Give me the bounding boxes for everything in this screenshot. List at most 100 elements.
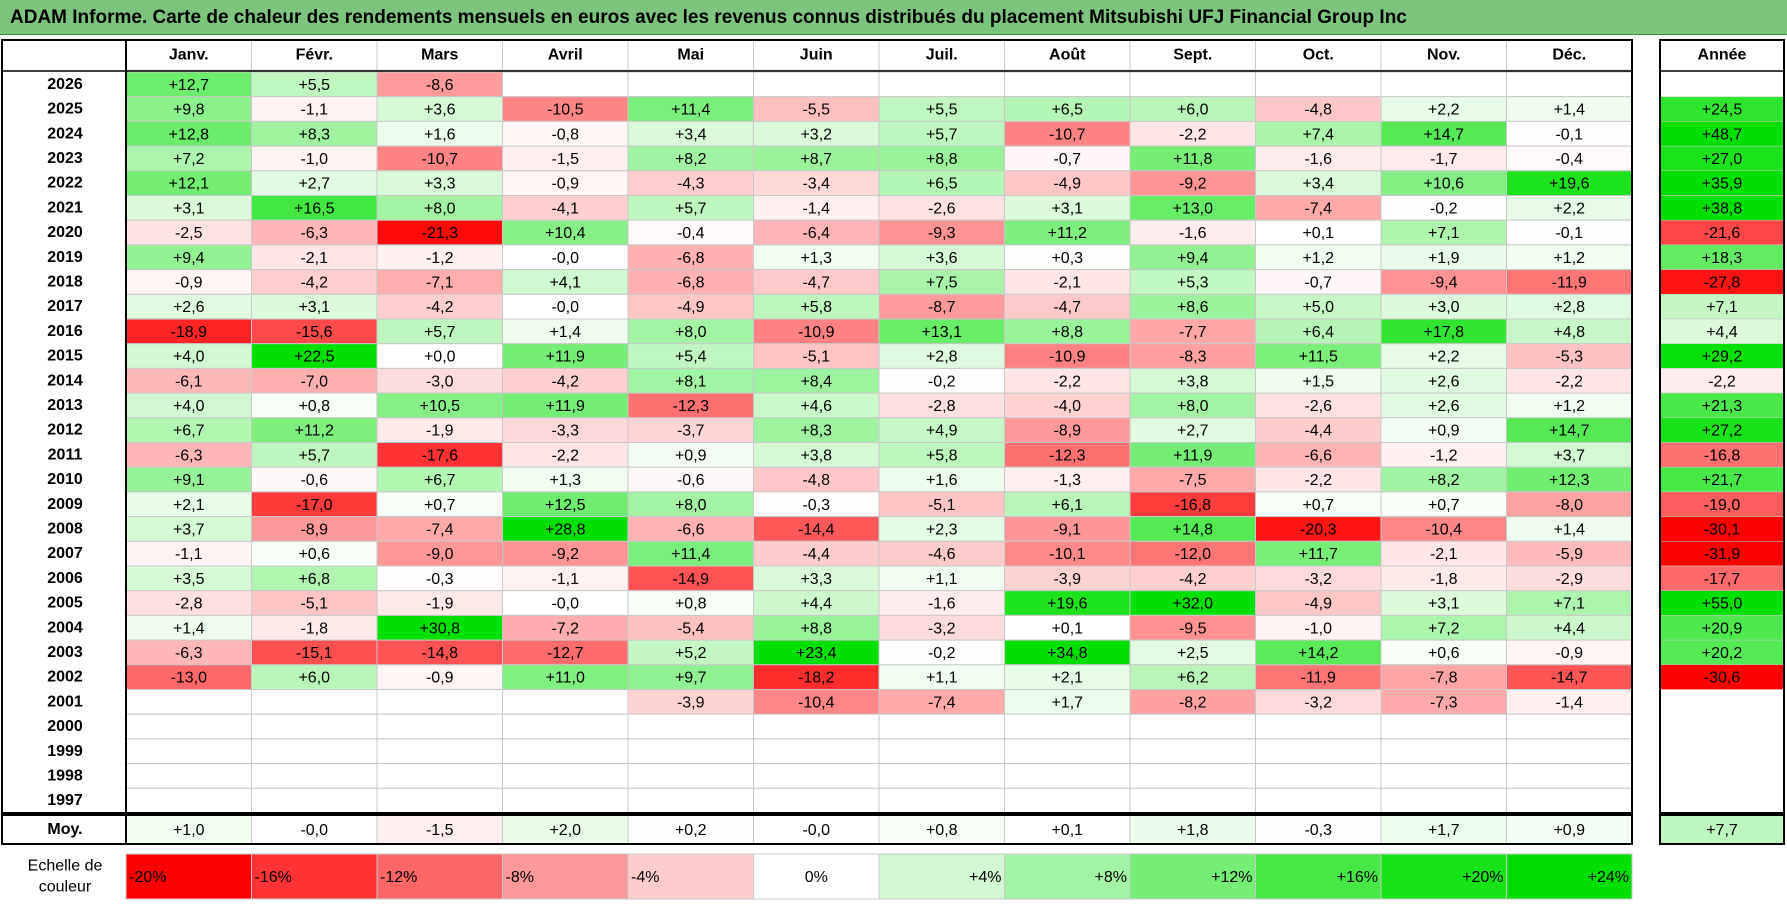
annual-cell-value: +21,3 — [1702, 398, 1743, 415]
annual-cell-value: +38,8 — [1702, 200, 1743, 217]
heatmap-cell-value: -2,2 — [1555, 373, 1583, 390]
heatmap-cell-value: -9,5 — [1179, 620, 1207, 637]
heatmap-cell — [376, 787, 503, 814]
heatmap-cell — [878, 540, 1005, 567]
heatmap-cell — [1506, 565, 1633, 592]
heatmap-cell-value: +4,0 — [173, 398, 205, 415]
year-label: 2005 — [47, 595, 83, 612]
heatmap-cell-value: +3,1 — [298, 299, 330, 316]
heatmap-cell — [1506, 590, 1633, 616]
heatmap-cell — [627, 590, 754, 616]
scale-step-label: +16% — [1337, 869, 1378, 886]
heatmap-cell-value: -3,0 — [426, 373, 454, 390]
heatmap-cell-value: -2,2 — [1179, 126, 1207, 143]
heatmap-cell-value: -14,4 — [798, 521, 835, 538]
heatmap-cell — [753, 244, 880, 271]
scale-step-label: -8% — [506, 869, 534, 886]
heatmap-cell — [1129, 417, 1256, 443]
heatmap-cell-value: -5,5 — [802, 102, 830, 119]
heatmap-cell-value: +2,6 — [1428, 373, 1460, 390]
heatmap-cell-value: +1,1 — [926, 571, 958, 588]
heatmap-cell-value: +0,1 — [1051, 620, 1083, 637]
heatmap-cell — [753, 195, 880, 221]
year-label: 2003 — [47, 644, 83, 661]
heatmap-cell — [1255, 392, 1382, 419]
year-label: 2009 — [47, 496, 83, 513]
heatmap-cell-value: +1,2 — [1553, 398, 1585, 415]
heatmap-cell — [753, 664, 880, 690]
heatmap-cell — [251, 516, 378, 542]
heatmap-cell — [1255, 713, 1382, 740]
heatmap-cell — [251, 738, 378, 765]
heatmap-cell — [1506, 417, 1633, 443]
heatmap-cell-value: -0,0 — [551, 596, 579, 613]
heatmap-cell — [502, 71, 629, 98]
heatmap-cell — [251, 565, 378, 592]
year-label: 1997 — [47, 792, 83, 809]
heatmap-cell-value: +3,0 — [1428, 299, 1460, 316]
heatmap-cell — [1004, 763, 1131, 789]
heatmap-cell-value: -0,9 — [551, 176, 579, 193]
heatmap-cell — [251, 244, 378, 271]
heatmap-cell — [627, 71, 754, 98]
heatmap-cell-value: -8,7 — [928, 299, 956, 316]
heatmap-cell — [1004, 590, 1131, 616]
heatmap-cell-value: -4,0 — [1053, 398, 1081, 415]
heatmap-cell-value: -1,1 — [551, 571, 579, 588]
heatmap-cell-value: +3,4 — [1302, 176, 1334, 193]
heatmap-cell — [502, 540, 629, 567]
scale-step-label: -16% — [255, 869, 292, 886]
heatmap-cell — [878, 269, 1005, 295]
heatmap-cell-value: -10,4 — [1426, 521, 1463, 538]
heatmap-cell — [627, 540, 754, 567]
heatmap-cell — [376, 689, 503, 715]
heatmap-cell — [627, 442, 754, 468]
heatmap-cell — [251, 293, 378, 320]
heatmap-cell-value: -7,4 — [928, 694, 956, 711]
heatmap-cell-value: +8,0 — [1177, 398, 1209, 415]
heatmap-cell-value: +11,2 — [295, 423, 334, 440]
heatmap-cell-value: +13,0 — [1173, 200, 1214, 217]
heatmap-cell-value: -15,1 — [296, 645, 333, 662]
heatmap-cell-value: +9,8 — [173, 102, 205, 119]
heatmap-cell-value: +32,0 — [1173, 596, 1214, 613]
heatmap-cell-value: -6,3 — [175, 447, 203, 464]
heatmap-cell-value: +5,5 — [298, 77, 330, 94]
heatmap-cell — [627, 343, 754, 369]
heatmap-cell-value: -9,1 — [1053, 521, 1081, 538]
heatmap-cell — [125, 269, 252, 295]
heatmap-cell-value: -4,8 — [802, 472, 830, 489]
heatmap-cell-value: -7,4 — [1304, 200, 1332, 217]
year-label: 2016 — [47, 323, 83, 340]
scale-label-line2: couleur — [39, 879, 92, 896]
annual-header-label: Année — [1698, 47, 1747, 64]
annual-frame — [1659, 39, 1785, 814]
heatmap-cell — [502, 195, 629, 221]
heatmap-cell — [1380, 293, 1507, 320]
year-label: 2002 — [47, 669, 83, 686]
annual-cell-value: -21,6 — [1704, 225, 1741, 242]
heatmap-cell — [1380, 738, 1507, 765]
heatmap-cell-value: -1,9 — [426, 423, 454, 440]
heatmap-cell — [878, 71, 1005, 98]
heatmap-cell — [1380, 590, 1507, 616]
heatmap-cell — [753, 787, 880, 814]
heatmap-cell-value: +6,7 — [173, 423, 205, 440]
heatmap-cell-value: +3,3 — [424, 176, 456, 193]
heatmap-cell — [502, 417, 629, 443]
table-frame — [1, 39, 1633, 814]
heatmap-cell — [878, 367, 1005, 394]
heatmap-cell-value: +12,1 — [169, 176, 210, 193]
heatmap-cell — [753, 269, 880, 295]
heatmap-cell — [753, 367, 880, 394]
heatmap-cell-value: -1,5 — [551, 151, 579, 168]
heatmap-cell — [502, 787, 629, 814]
heatmap-cell — [1004, 540, 1131, 567]
heatmap-cell-value: +3,6 — [926, 250, 958, 267]
scale-step-label: +24% — [1588, 869, 1629, 886]
heatmap-cell-value: +4,4 — [800, 596, 832, 613]
heatmap-cell — [753, 540, 880, 567]
average-frame — [1, 814, 1633, 845]
heatmap-cell — [1506, 170, 1633, 197]
heatmap-cell — [1129, 763, 1256, 789]
